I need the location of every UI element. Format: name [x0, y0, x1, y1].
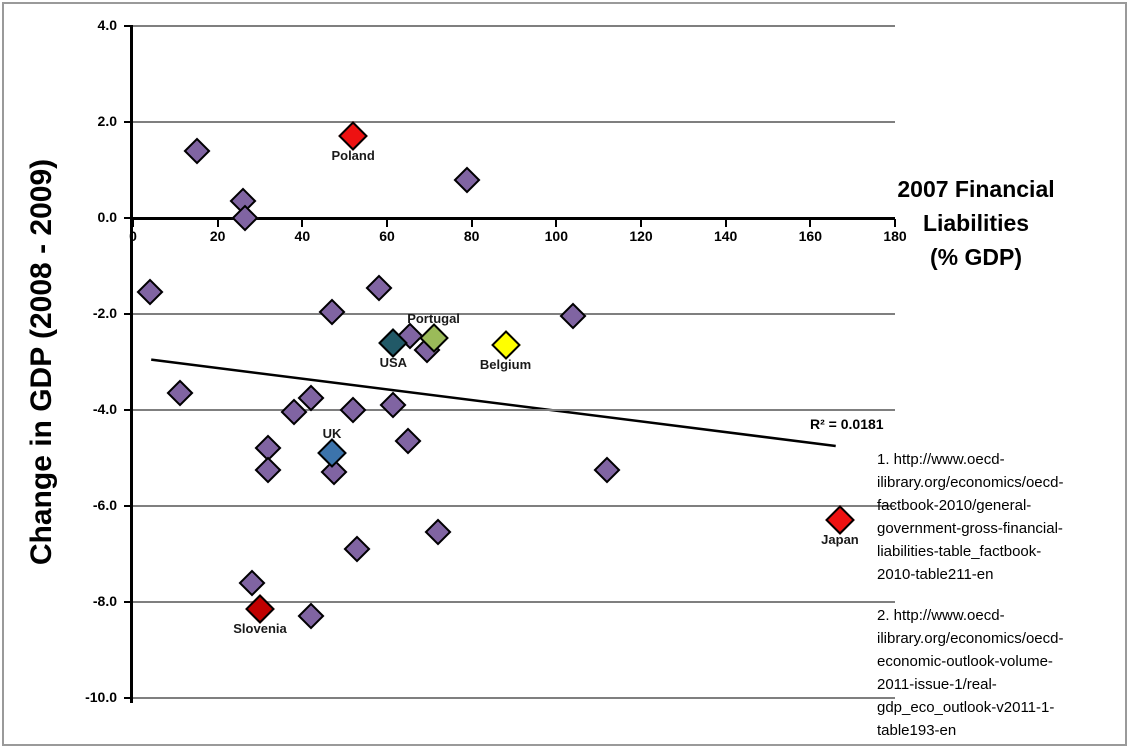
- y-tick-label: -10.0: [85, 689, 117, 705]
- y-axis-tick: [124, 25, 133, 27]
- x-tick-label: 140: [713, 228, 738, 244]
- y-axis-tick: [124, 409, 133, 411]
- gridline: [131, 25, 895, 27]
- citation-line: factbook-2010/general-: [877, 497, 1032, 514]
- point-label-usa: USA: [379, 354, 408, 370]
- citation-line: gdp_eco_outlook-v2011-1-: [877, 699, 1055, 716]
- y-tick-label: -2.0: [92, 305, 117, 321]
- y-axis-tick: [124, 217, 133, 219]
- citation-line: liabilities-table_factbook-: [877, 543, 1042, 560]
- x-axis-tick: [724, 219, 727, 227]
- y-axis-tick: [124, 313, 133, 315]
- y-tick-label: -6.0: [92, 497, 117, 513]
- point-label-poland: Poland: [331, 148, 375, 164]
- x-tick-label: 180: [883, 228, 907, 244]
- x-axis-tick: [640, 219, 642, 227]
- x-axis-tick: [132, 219, 134, 227]
- x-tick-label: 100: [544, 228, 568, 244]
- gridline: [131, 409, 895, 411]
- x-axis-tick: [809, 219, 812, 227]
- gridline: [131, 313, 895, 315]
- x-axis-side-title-line: Liabilities: [922, 210, 1030, 236]
- gridline: [131, 697, 895, 699]
- x-tick-label: 0: [129, 228, 137, 244]
- point-label-japan: Japan: [821, 532, 859, 548]
- x-tick-label: 20: [209, 228, 226, 244]
- citation-line: 1. http://www.oecd-: [877, 451, 1005, 468]
- r-squared-label: R² = 0.0181: [810, 416, 884, 432]
- citation-line: 2010-table211-en: [877, 566, 994, 583]
- citation-line: table193-en: [877, 722, 957, 739]
- y-tick-label: 4.0: [97, 17, 117, 33]
- x-axis-tick: [555, 219, 558, 227]
- x-tick-label: 60: [379, 228, 395, 244]
- y-axis-tick: [124, 697, 133, 699]
- point-label-slovenia: Slovenia: [233, 621, 287, 637]
- x-axis-tick: [301, 219, 304, 227]
- y-tick-label: 2.0: [97, 113, 117, 129]
- x-tick-label: 40: [294, 228, 311, 244]
- y-tick-label: -4.0: [92, 401, 117, 417]
- y-axis-tick: [124, 601, 133, 603]
- citation-line: ilibrary.org/economics/oecd-: [877, 630, 1064, 647]
- citation-line: 2011-issue-1/real-: [877, 676, 997, 693]
- x-tick-label: 80: [463, 228, 480, 244]
- y-axis-title: Change in GDP (2008 - 2009): [25, 158, 58, 566]
- x-axis-zero-line: [131, 216, 895, 220]
- gridline: [131, 121, 895, 123]
- y-axis-tick: [124, 121, 133, 123]
- citation-1: 1. http://www.oecd-ilibrary.org/economic…: [877, 448, 1127, 586]
- y-tick-label: 0.0: [97, 209, 117, 225]
- citation-line: government-gross-financial-: [877, 520, 1063, 537]
- point-label-uk: UK: [322, 426, 342, 442]
- citation-line: economic-outlook-volume-: [877, 653, 1053, 670]
- x-axis-tick: [216, 219, 219, 227]
- x-axis-tick: [386, 219, 388, 227]
- x-tick-label: 120: [629, 228, 653, 244]
- gridline: [131, 601, 895, 603]
- y-axis-tick: [124, 505, 133, 507]
- point-label-portugal: Portugal: [407, 311, 460, 326]
- x-axis-side-title-line: (% GDP): [930, 244, 1022, 270]
- x-axis-side-title: 2007 Financial Liabilities (% GDP): [860, 172, 1092, 274]
- citations-block: 1. http://www.oecd-ilibrary.org/economic…: [877, 448, 1127, 749]
- gridline: [131, 505, 895, 507]
- y-tick-label: -8.0: [92, 593, 117, 609]
- citation-line: 2. http://www.oecd-: [877, 607, 1005, 624]
- x-axis-tick: [470, 219, 473, 227]
- x-axis-side-title-line: 2007 Financial: [897, 176, 1055, 202]
- citation-2: 2. http://www.oecd-ilibrary.org/economic…: [877, 604, 1127, 742]
- x-axis-tick: [894, 219, 896, 227]
- x-tick-label: 160: [798, 228, 822, 244]
- y-axis-line: [129, 26, 133, 703]
- citation-line: ilibrary.org/economics/oecd-: [877, 474, 1064, 491]
- point-label-belgium: Belgium: [479, 357, 532, 373]
